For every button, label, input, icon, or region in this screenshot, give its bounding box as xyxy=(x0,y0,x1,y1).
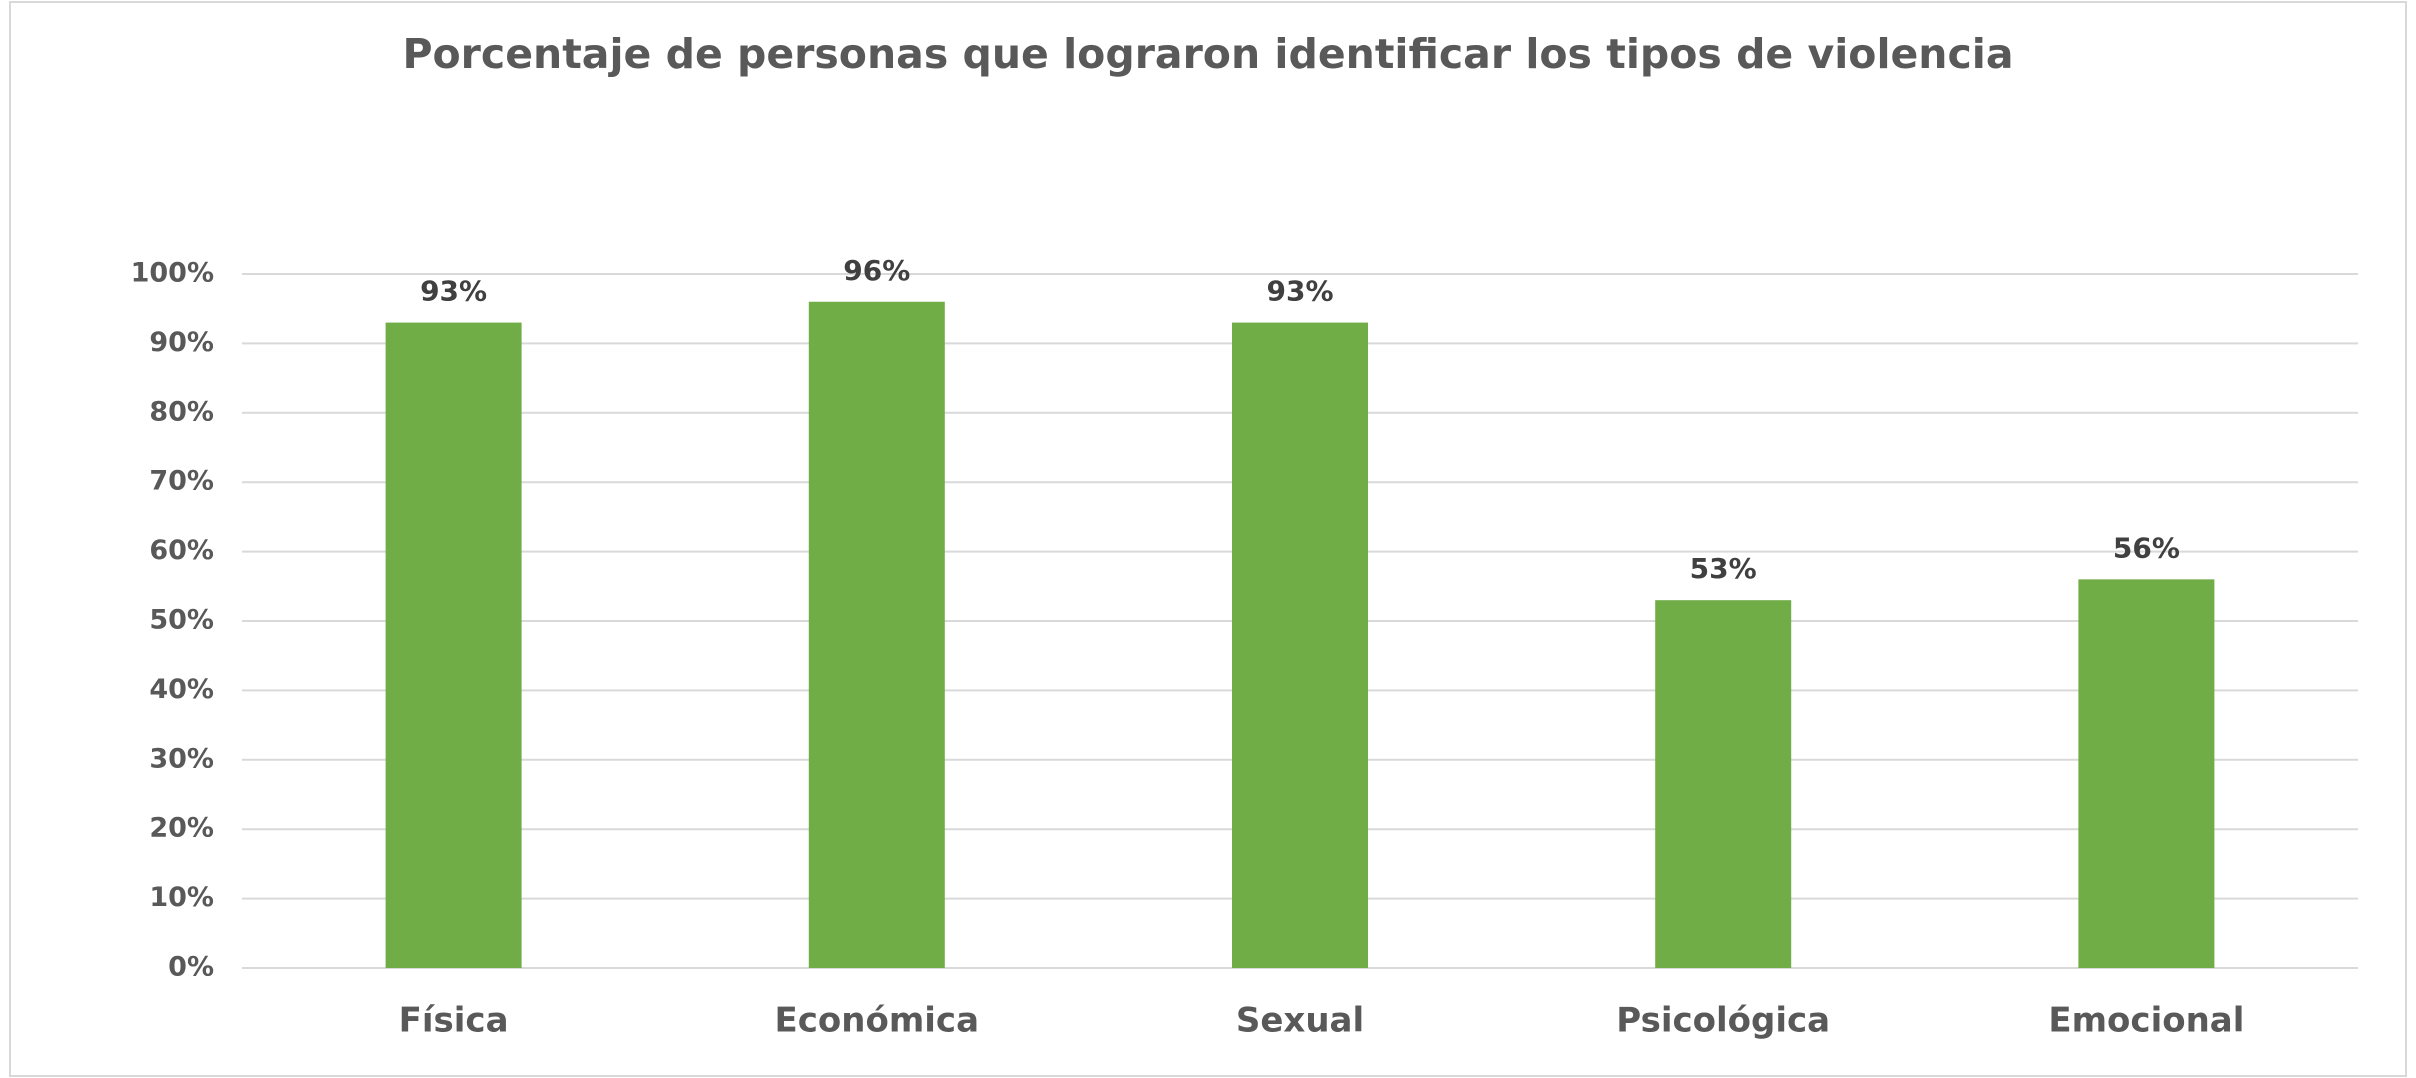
y-tick-label: 70% xyxy=(149,466,214,497)
bar xyxy=(2078,579,2215,968)
y-tick-label: 0% xyxy=(168,952,214,983)
value-label: 53% xyxy=(1690,552,1757,585)
bar xyxy=(808,301,945,968)
y-tick-label: 10% xyxy=(149,882,214,913)
chart-frame xyxy=(9,1,2407,1077)
x-tick-label: Física xyxy=(399,1001,509,1041)
value-label: 96% xyxy=(843,254,910,287)
bar xyxy=(385,322,522,969)
chart-title: Porcentaje de personas que lograron iden… xyxy=(402,30,2013,78)
value-label: 93% xyxy=(1266,275,1333,308)
y-tick-label: 20% xyxy=(149,813,214,844)
x-tick-label: Psicológica xyxy=(1616,1001,1830,1041)
x-tick-label: Sexual xyxy=(1236,1001,1364,1041)
y-tick-label: 60% xyxy=(149,535,214,566)
x-tick-label: Emocional xyxy=(2048,1001,2244,1041)
value-label: 93% xyxy=(420,275,487,308)
y-tick-label: 50% xyxy=(149,605,214,636)
value-label: 56% xyxy=(2113,531,2180,564)
y-tick-label: 30% xyxy=(149,743,214,774)
bar xyxy=(1232,322,1368,969)
y-tick-label: 100% xyxy=(131,258,214,289)
x-tick-label: Económica xyxy=(775,1001,979,1041)
y-tick-label: 90% xyxy=(149,327,214,358)
y-tick-label: 40% xyxy=(149,674,214,705)
bar xyxy=(1655,600,1792,968)
y-tick-label: 80% xyxy=(149,396,214,427)
